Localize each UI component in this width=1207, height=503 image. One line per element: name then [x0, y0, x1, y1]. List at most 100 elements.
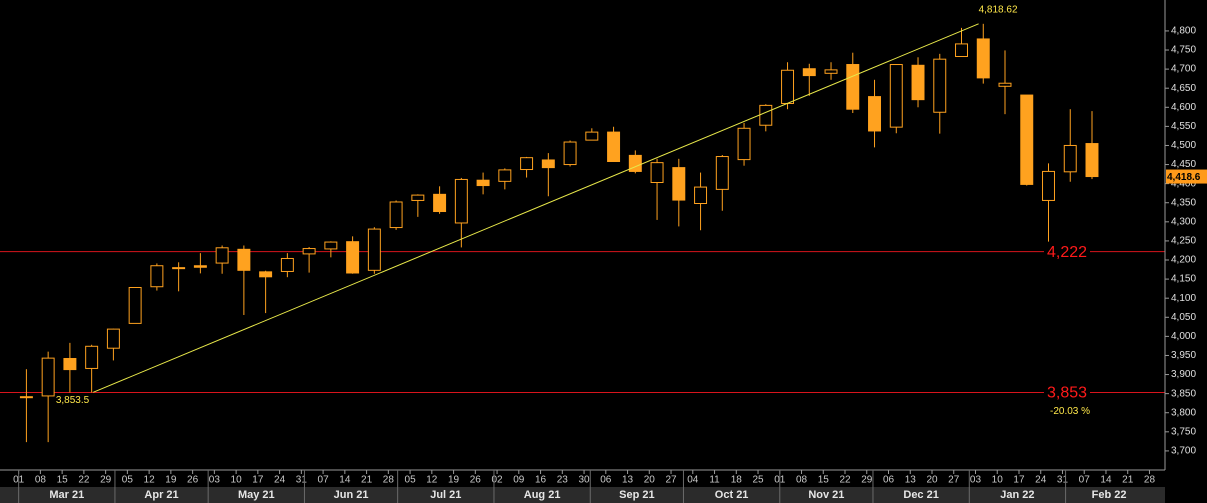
x-tick-label: 14 [339, 475, 351, 486]
x-tick-label: 29 [861, 475, 873, 486]
candle-body [411, 194, 425, 201]
candle-body [389, 201, 403, 229]
candle-body [476, 179, 490, 187]
candle-body [715, 156, 729, 190]
x-tick-label: 12 [144, 475, 156, 486]
y-tick-label: 4,100 [1171, 293, 1196, 304]
candle-body [237, 248, 251, 271]
x-tick-label: 14 [1100, 475, 1112, 486]
x-tick-label: 20 [926, 475, 938, 486]
trendline-start-label: 3,853.5 [56, 395, 90, 406]
x-tick-label: 23 [557, 475, 569, 486]
x-tick-label: 20 [644, 475, 656, 486]
y-tick-label: 4,500 [1171, 140, 1196, 151]
candle-body [128, 286, 142, 324]
candle-body [585, 131, 599, 141]
y-tick-label: 4,650 [1171, 83, 1196, 94]
x-tick-label: 28 [383, 475, 395, 486]
candle-body [824, 69, 838, 74]
candle-body [933, 58, 947, 113]
x-tick-label: 03 [970, 475, 982, 486]
month-label: May 21 [238, 489, 275, 501]
y-tick-label: 4,700 [1171, 64, 1196, 75]
month-label: Sep 21 [619, 489, 654, 501]
x-tick-label: 26 [187, 475, 199, 486]
candle-body [541, 159, 555, 169]
y-tick-label: 4,600 [1171, 102, 1196, 113]
x-tick-label: 09 [513, 475, 525, 486]
month-label: Jan 22 [1000, 489, 1034, 501]
x-tick-label: 27 [948, 475, 960, 486]
candle-body [19, 396, 33, 399]
candle-body [302, 248, 316, 255]
x-tick-label: 19 [165, 475, 177, 486]
last-price-tag [1166, 169, 1207, 184]
y-tick-label: 3,700 [1171, 446, 1196, 457]
x-tick-label: 05 [122, 475, 134, 486]
level-label-bg [1044, 382, 1090, 403]
candle-body [889, 64, 903, 128]
level-label-bg [1044, 241, 1090, 262]
month-band [0, 487, 1165, 503]
candle-body [1020, 94, 1034, 185]
candle-body [1063, 144, 1077, 173]
candle-body [759, 104, 773, 126]
trendline [93, 23, 979, 393]
y-tick-label: 4,250 [1171, 236, 1196, 247]
candle-body [367, 228, 381, 271]
x-tick-label: 05 [405, 475, 417, 486]
x-tick-label: 18 [731, 475, 743, 486]
level-note: -20.03 % [1050, 406, 1090, 417]
x-tick-label: 07 [1079, 475, 1091, 486]
y-tick-label: 4,400 [1171, 178, 1196, 189]
x-tick-label: 10 [992, 475, 1004, 486]
candle-body [672, 167, 686, 201]
x-tick-label: 03 [209, 475, 221, 486]
candle-body [498, 169, 512, 182]
x-tick-label: 25 [752, 475, 764, 486]
x-tick-label: 07 [318, 475, 330, 486]
x-tick-label: 24 [1035, 475, 1047, 486]
x-tick-label: 22 [78, 475, 90, 486]
x-tick-label: 15 [818, 475, 830, 486]
x-tick-label: 22 [839, 475, 851, 486]
month-label: Nov 21 [808, 489, 844, 501]
month-label: Jun 21 [334, 489, 369, 501]
x-tick-label: 17 [252, 475, 264, 486]
y-tick-label: 4,200 [1171, 255, 1196, 266]
trendline-end-label: 4,818.62 [979, 4, 1018, 15]
candle-body [63, 358, 77, 371]
x-tick-label: 26 [470, 475, 482, 486]
y-tick-label: 4,750 [1171, 45, 1196, 56]
y-tick-label: 3,950 [1171, 350, 1196, 361]
y-tick-label: 4,550 [1171, 121, 1196, 132]
month-label: Mar 21 [49, 489, 84, 501]
candle-body [85, 345, 99, 369]
level-label: 3,853 [1047, 385, 1087, 402]
candle-body [868, 96, 882, 132]
candle-body [454, 178, 468, 224]
candle-body [346, 241, 360, 274]
plot-area [0, 23, 1165, 443]
x-tick-label: 31 [1057, 475, 1069, 486]
y-tick-label: 4,050 [1171, 312, 1196, 323]
y-tick-label: 3,900 [1171, 369, 1196, 380]
candle-body [324, 241, 338, 250]
month-label: Aug 21 [524, 489, 561, 501]
x-tick-label: 06 [600, 475, 612, 486]
candle-body [802, 68, 816, 77]
x-tick-label: 08 [796, 475, 808, 486]
candle-body [433, 193, 447, 213]
y-tick-label: 3,850 [1171, 388, 1196, 399]
y-tick-label: 4,800 [1171, 26, 1196, 37]
x-tick-label: 08 [35, 475, 47, 486]
candle-body [998, 82, 1012, 87]
x-tick-label: 29 [100, 475, 112, 486]
x-tick-label: 24 [274, 475, 286, 486]
y-tick-label: 4,150 [1171, 274, 1196, 285]
month-label: Apr 21 [144, 489, 178, 501]
candle-body [911, 64, 925, 101]
candle-body [737, 127, 751, 161]
